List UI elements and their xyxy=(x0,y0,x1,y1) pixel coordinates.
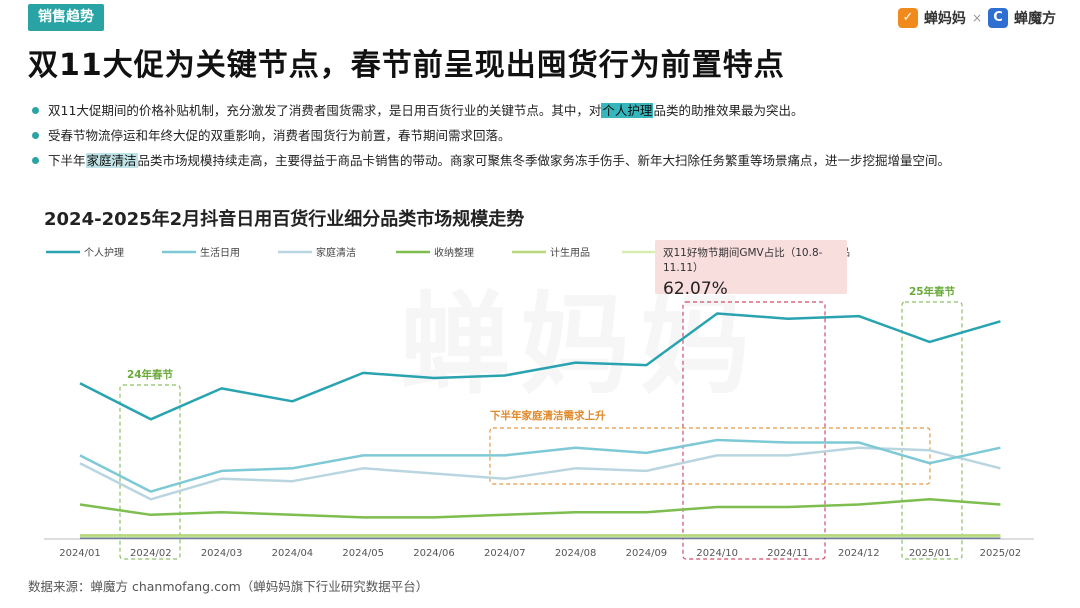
bullet-list: 双11大促期间的价格补贴机制，充分激发了消费者囤货需求，是日用百货行业的关键节点… xyxy=(32,98,1062,173)
x-tick-label: 2024/03 xyxy=(201,548,243,559)
chanmama-logo-icon: ✓ xyxy=(897,8,918,28)
section-tag: 销售趋势 xyxy=(28,4,104,31)
legend-label: 生活日用 xyxy=(200,246,240,259)
chanmofang-logo-icon: C xyxy=(988,8,1008,28)
highlight-personal-care: 个人护理 xyxy=(601,103,654,118)
bullet-item-2: 受春节物流停运和年终大促的双重影响，消费者囤货行为前置，春节期间需求回落。 xyxy=(32,123,1062,148)
x-tick-label: 2024/11 xyxy=(767,548,809,559)
x-tick-label: 2024/08 xyxy=(555,548,597,559)
x-tick-label: 2024/07 xyxy=(484,548,526,559)
x-tick-label: 2024/10 xyxy=(696,548,738,559)
x-tick-label: 2024/06 xyxy=(413,548,455,559)
spring-2024-label: 24年春节 xyxy=(127,368,174,381)
bullet-1-text: 双11大促期间的价格补贴机制，充分激发了消费者囤货需求，是日用百货行业的关键节点… xyxy=(48,103,602,118)
spring-2025-label: 25年春节 xyxy=(909,285,956,298)
double11-box xyxy=(682,301,826,560)
highlight-home-cleaning: 家庭清洁 xyxy=(85,153,138,168)
series-line xyxy=(79,438,1001,493)
h2-cleaning-box xyxy=(489,427,931,485)
x-tick-label: 2024/12 xyxy=(838,548,880,559)
data-source-footer: 数据来源：蝉魔方 chanmofang.com（蝉妈妈旗下行业研究数据平台） xyxy=(28,579,429,594)
gmv-callout-value: 62.07% xyxy=(663,279,728,299)
brand-name-2: 蝉魔方 xyxy=(1014,11,1056,27)
chart-title: 2024-2025年2月抖音日用百货行业细分品类市场规模走势 xyxy=(44,209,525,230)
legend-label: 个人护理 xyxy=(84,246,124,259)
brand-logos: ✓ 蝉妈妈 × C 蝉魔方 xyxy=(897,8,1056,28)
bullet-item-1: 双11大促期间的价格补贴机制，充分激发了消费者囤货需求，是日用百货行业的关键节点… xyxy=(32,98,1062,123)
series-line xyxy=(79,446,1001,501)
legend-label: 家庭清洁 xyxy=(316,246,356,259)
x-tick-label: 2024/05 xyxy=(342,548,384,559)
page-title: 双11大促为关键节点，春节前呈现出囤货行为前置特点 xyxy=(28,48,785,83)
x-tick-label: 2025/01 xyxy=(909,548,951,559)
spring-2024-box xyxy=(119,384,181,560)
brand-name-1: 蝉妈妈 xyxy=(923,11,966,27)
x-tick-label: 2024/02 xyxy=(130,548,172,559)
gmv-callout: 双11好物节期间GMV占比（10.8-11.11） 62.07% xyxy=(655,240,847,299)
x-tick-label: 2024/09 xyxy=(626,548,668,559)
bullet-item-3: 下半年家庭清洁品类市场规模持续走高，主要得益于商品卡销售的带动。商家可聚焦冬季做… xyxy=(32,148,1062,173)
bullet-3-tail: 品类市场规模持续走高，主要得益于商品卡销售的带动。商家可聚焦冬季做家务冻手伤手、… xyxy=(137,153,951,168)
bullet-1-tail: 品类的助推效果最为突出。 xyxy=(653,103,804,118)
x-tick-label: 2025/02 xyxy=(980,548,1022,559)
gmv-callout-label: 双11好物节期间GMV占比（10.8-11.11） xyxy=(663,247,823,274)
x-tick-label: 2024/01 xyxy=(59,548,101,559)
series-line xyxy=(79,312,1001,421)
legend-label: 计生用品 xyxy=(550,246,590,259)
x-tick-label: 2024/04 xyxy=(272,548,314,559)
h2-cleaning-label: 下半年家庭清洁需求上升 xyxy=(490,409,606,422)
series-line xyxy=(79,498,1001,519)
brand-separator: × xyxy=(971,11,982,25)
legend-label: 收纳整理 xyxy=(434,246,474,259)
spring-2025-box xyxy=(901,301,963,560)
bullet-2-text: 受春节物流停运和年终大促的双重影响，消费者囤货行为前置，春节期间需求回落。 xyxy=(48,128,511,143)
bullet-3-text: 下半年 xyxy=(48,153,86,168)
